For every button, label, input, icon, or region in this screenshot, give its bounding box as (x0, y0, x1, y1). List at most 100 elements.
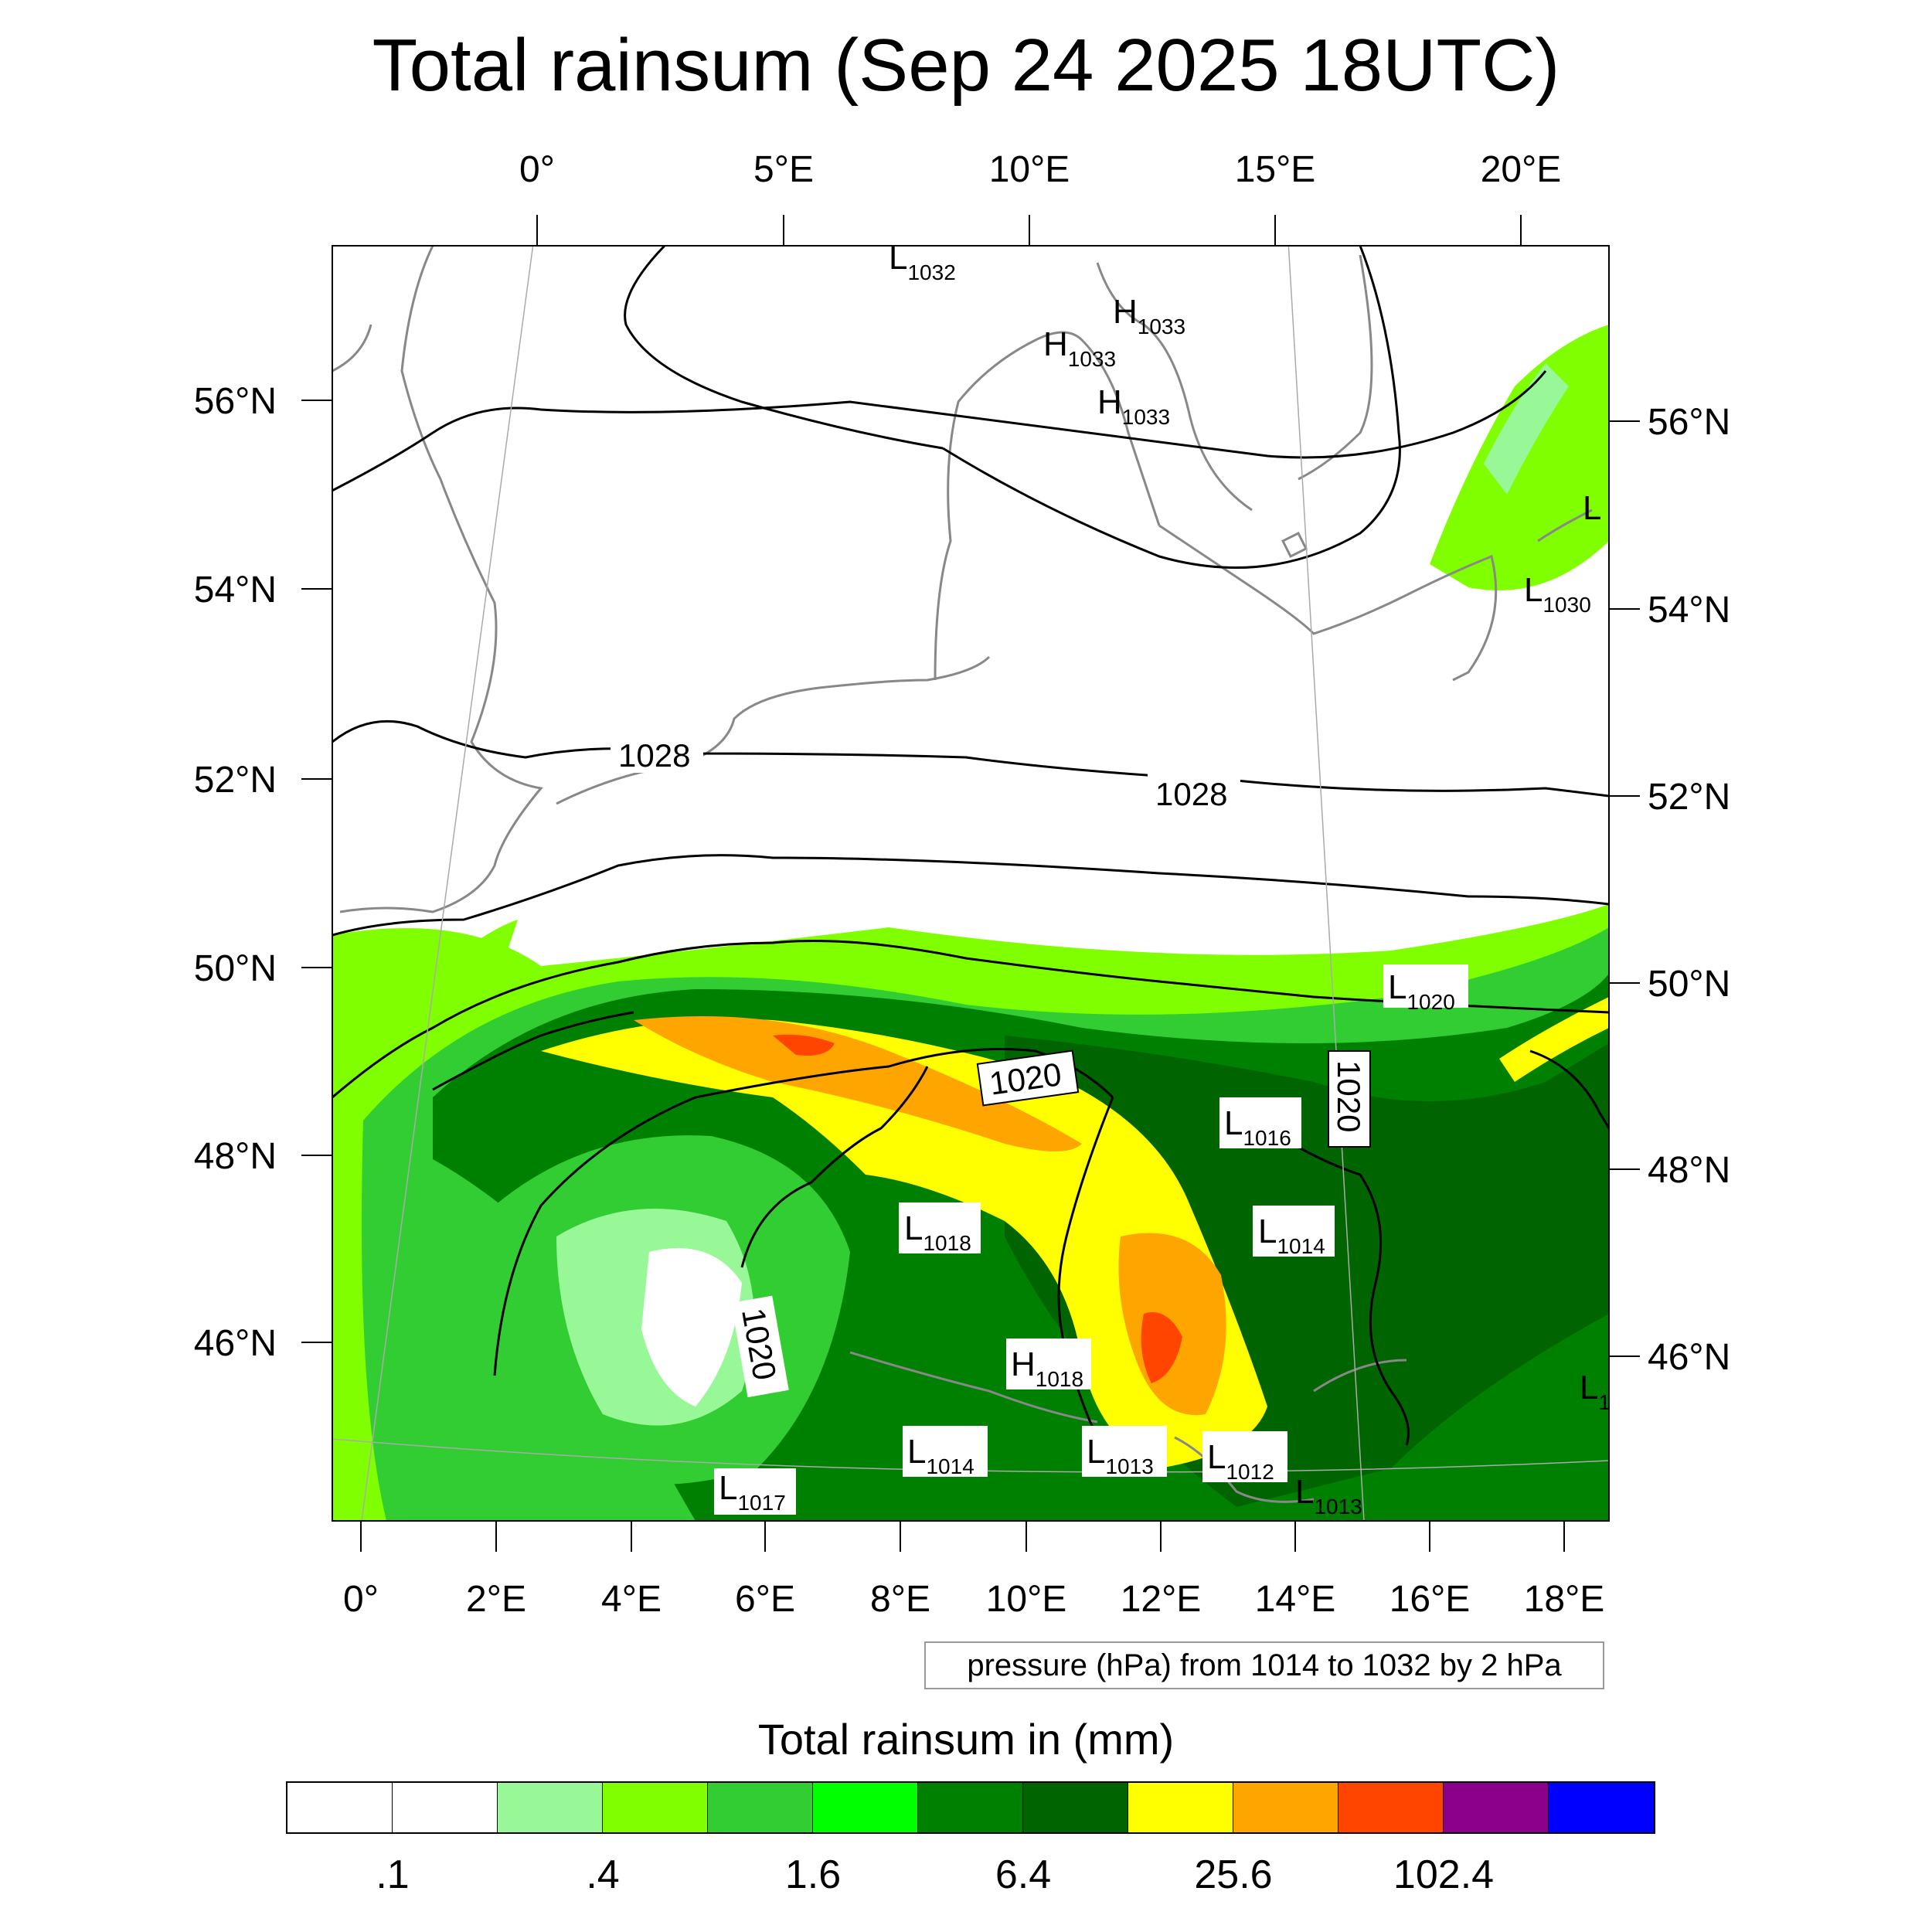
right-lat-label: 54°N (1648, 590, 1730, 631)
right-lat-label: 50°N (1648, 964, 1730, 1005)
right-lat-label: 52°N (1648, 777, 1730, 818)
pressure-system-marker: H1033 (1113, 293, 1185, 338)
top-lon-label: 0° (519, 149, 555, 190)
svg-text:L1012: L1012 (1207, 1438, 1274, 1484)
colorbar-tick-label: 1.6 (784, 1852, 842, 1897)
left-lat-label: 54°N (194, 570, 277, 611)
top-lon-label: 15°E (1235, 149, 1316, 190)
colorbar-tick-label: .4 (586, 1852, 620, 1897)
pressure-system-marker: L (1583, 489, 1601, 527)
svg-text:H1018: H1018 (1011, 1345, 1083, 1391)
pressure-system-marker: L1032 (889, 239, 956, 284)
pressure-system-marker: L1017 (714, 1468, 796, 1515)
svg-text:H1033: H1033 (1097, 383, 1170, 429)
bottom-lon-label: 2°E (466, 1579, 526, 1620)
left-lat-label: 52°N (194, 760, 277, 801)
colorbar-tick-label: 25.6 (1194, 1852, 1273, 1897)
tick-marks (301, 215, 1640, 1552)
top-lon-label: 5°E (753, 149, 814, 190)
colorbar-swatch (1338, 1783, 1444, 1832)
isobar-label: 1020 (1331, 1060, 1367, 1132)
bottom-lon-labels: 0° 2°E 4°E 6°E 8°E 10°E 12°E 14°E 16°E 1… (343, 1579, 1604, 1620)
svg-text:L1018: L1018 (904, 1209, 971, 1255)
left-lat-label: 50°N (194, 948, 277, 989)
isobar-label: 1028 (618, 737, 690, 774)
colorbar-swatch (1023, 1783, 1128, 1832)
colorbar-swatch (813, 1783, 918, 1832)
top-lon-label: 20°E (1481, 149, 1562, 190)
colorbar-swatch (393, 1783, 498, 1832)
bottom-lon-label: 16°E (1389, 1579, 1471, 1620)
svg-text:L1013: L1013 (1295, 1473, 1362, 1519)
colorbar-tick-label: .1 (376, 1852, 410, 1897)
svg-text:L1014: L1014 (907, 1433, 975, 1478)
bottom-lon-label: 14°E (1255, 1579, 1336, 1620)
colorbar-swatch (1444, 1783, 1549, 1832)
svg-text:L1017: L1017 (719, 1469, 786, 1515)
rain-extreme-red (773, 1034, 835, 1056)
svg-text:L1030: L1030 (1524, 571, 1591, 617)
svg-text:L1016: L1016 (1224, 1104, 1291, 1150)
rain-extreme-red-2 (1141, 1312, 1182, 1383)
svg-text:H1033: H1033 (1043, 325, 1116, 371)
pressure-system-marker: L1016 (1219, 1097, 1301, 1150)
right-lat-labels: 56°N 54°N 52°N 50°N 48°N 46°N (1648, 402, 1730, 1378)
pressure-system-marker: L1018 (899, 1202, 981, 1255)
colorbar-swatch (1128, 1783, 1233, 1832)
rain-dry-pocket (641, 1248, 742, 1406)
pressure-system-marker: L1012 (1202, 1431, 1287, 1484)
top-lon-label: 10°E (989, 149, 1070, 190)
rain-ne-yellow (1499, 997, 1609, 1082)
bottom-lon-label: 6°E (735, 1579, 795, 1620)
colorbar-swatch (708, 1783, 813, 1832)
pressure-system-marker: L1014 (1253, 1206, 1335, 1258)
rain-band-west-uk (340, 920, 518, 1066)
pressure-system-marker: L1014 (903, 1426, 988, 1478)
colorbar-swatch (603, 1783, 708, 1832)
colorbar-tick-label: 102.4 (1393, 1852, 1495, 1897)
svg-text:L1013: L1013 (1087, 1433, 1154, 1478)
colorbar-swatch (918, 1783, 1023, 1832)
isobars (332, 246, 1609, 1446)
contour-labels: 1028 1028 1020 1020 1020 (611, 734, 1371, 1398)
pressure-system-marker: L1030 (1524, 571, 1591, 617)
pressure-system-marker: H1033 (1097, 383, 1170, 429)
map-title: Total rainsum (Sep 24 2025 18UTC) (372, 24, 1560, 107)
svg-text:L1020: L1020 (1388, 968, 1455, 1014)
bottom-lon-label: 18°E (1524, 1579, 1605, 1620)
svg-text:L1: L1 (1580, 1369, 1611, 1414)
bottom-lon-label: 4°E (601, 1579, 662, 1620)
pressure-system-marker: H1018 (1006, 1338, 1091, 1391)
colorbar (286, 1781, 1655, 1834)
left-lat-labels: 56°N 54°N 52°N 50°N 48°N 46°N (194, 381, 277, 1364)
colorbar-swatch (287, 1783, 393, 1832)
pressure-systems: L1032 H1033 H1033 H1033 L1030 L1020 L101… (714, 239, 1611, 1519)
bottom-lon-label: 10°E (986, 1579, 1067, 1620)
svg-text:L: L (1583, 489, 1601, 527)
right-lat-label: 56°N (1648, 402, 1730, 443)
rain-heavy-orange (634, 1016, 1082, 1151)
bottom-lon-label: 12°E (1121, 1579, 1202, 1620)
colorbar-swatch (498, 1783, 603, 1832)
bottom-lon-label: 0° (343, 1579, 379, 1620)
colorbar-swatch (1233, 1783, 1338, 1832)
right-lat-label: 46°N (1648, 1337, 1730, 1378)
pressure-system-marker: L1 (1580, 1369, 1611, 1414)
top-lon-labels: 0° 5°E 10°E 15°E 20°E (519, 149, 1561, 190)
pressure-system-marker: H1033 (1043, 325, 1116, 371)
left-lat-label: 56°N (194, 381, 277, 422)
isobar-label: 1028 (1155, 776, 1227, 812)
left-lat-label: 48°N (194, 1136, 277, 1177)
pressure-contour-note: pressure (hPa) from 1014 to 1032 by 2 hP… (924, 1641, 1604, 1689)
pressure-system-marker: L1013 (1082, 1426, 1167, 1478)
left-lat-label: 46°N (194, 1323, 277, 1364)
right-lat-label: 48°N (1648, 1150, 1730, 1191)
colorbar-swatch (1549, 1783, 1654, 1832)
colorbar-title: Total rainsum in (mm) (757, 1715, 1175, 1764)
map-panel (332, 246, 1609, 1521)
svg-text:H1033: H1033 (1113, 293, 1185, 338)
svg-text:L1014: L1014 (1258, 1213, 1325, 1258)
colorbar-tick-label: 6.4 (995, 1852, 1052, 1897)
svg-text:L1032: L1032 (889, 239, 956, 284)
